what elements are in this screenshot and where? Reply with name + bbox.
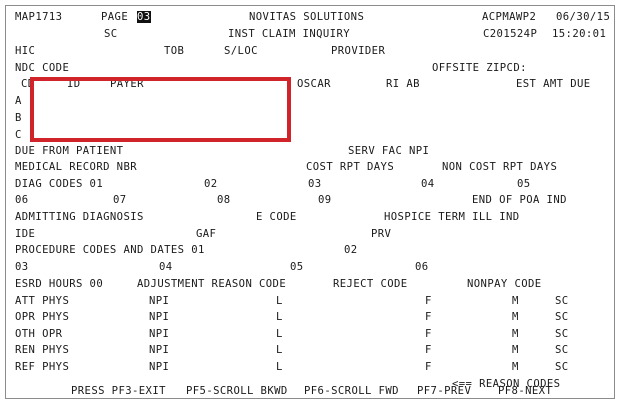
ndc-code-label: NDC CODE (15, 62, 70, 74)
ide-label: IDE (15, 228, 36, 240)
pf8-next-key[interactable]: PF8-NEXT (498, 385, 553, 397)
procedure-codes-label: PROCEDURE CODES AND DATES 01 (15, 244, 205, 256)
last-name-label: L (276, 344, 283, 356)
diag-codes-label: DIAG CODES 01 (15, 178, 104, 190)
session-code: C201524P (483, 28, 538, 40)
hic-label: HIC (15, 45, 36, 57)
diag-07-label: 07 (113, 194, 127, 206)
page-number-field[interactable]: 03 (137, 11, 151, 23)
first-name-label: F (425, 361, 432, 373)
diag-06-label: 06 (15, 194, 29, 206)
sc-label: SC (555, 344, 569, 356)
date: 06/30/15 (556, 11, 611, 23)
screen-code: ACPMAWP2 (482, 11, 537, 23)
diag-04-label: 04 (421, 178, 435, 190)
proc-02-label: 02 (344, 244, 358, 256)
hospice-term-ill-ind-label: HOSPICE TERM ILL IND (384, 211, 520, 223)
sc-label: SC (555, 311, 569, 323)
last-name-label: L (276, 295, 283, 307)
npi-label: NPI (149, 361, 170, 373)
tob-label: TOB (164, 45, 185, 57)
last-name-label: L (276, 311, 283, 323)
pf7-prev-key[interactable]: PF7-PREV (417, 385, 472, 397)
time: 15:20:01 (552, 28, 607, 40)
middle-initial-label: M (512, 311, 519, 323)
id-header: ID (67, 78, 81, 90)
esrd-hours-label: ESRD HOURS 00 (15, 278, 104, 290)
gaf-label: GAF (196, 228, 217, 240)
nonpay-code-label: NONPAY CODE (467, 278, 542, 290)
last-name-label: L (276, 361, 283, 373)
payer-header: PAYER (110, 78, 144, 90)
proc-03-label: 03 (15, 261, 29, 273)
sc-label: SC (555, 361, 569, 373)
ri-ab-header: RI AB (386, 78, 420, 90)
adjustment-reason-code-label: ADJUSTMENT REASON CODE (137, 278, 287, 290)
physician-label: REN PHYS (15, 344, 70, 356)
diag-08-label: 08 (217, 194, 231, 206)
first-name-label: F (425, 295, 432, 307)
sc-label: SC (555, 328, 569, 340)
payer-row-b: B (15, 112, 22, 124)
payer-highlight-box (30, 77, 291, 142)
pf3-exit-key[interactable]: PRESS PF3-EXIT (71, 385, 166, 397)
e-code-label: E CODE (256, 211, 297, 223)
sc-label: SC (555, 295, 569, 307)
pf6-scroll-fwd-key[interactable]: PF6-SCROLL FWD (304, 385, 399, 397)
payer-row-c: C (15, 129, 22, 141)
provider-label: PROVIDER (331, 45, 386, 57)
terminal-screen: MAP1713 PAGE 03 NOVITAS SOLUTIONS ACPMAW… (5, 5, 615, 399)
npi-label: NPI (149, 328, 170, 340)
end-of-poa-ind-label: END OF POA IND (472, 194, 567, 206)
middle-initial-label: M (512, 344, 519, 356)
non-cost-rpt-days-label: NON COST RPT DAYS (442, 161, 558, 173)
last-name-label: L (276, 328, 283, 340)
serv-fac-npi-label: SERV FAC NPI (348, 145, 430, 157)
medical-record-nbr-label: MEDICAL RECORD NBR (15, 161, 138, 173)
physician-label: OTH OPR (15, 328, 63, 340)
npi-label: NPI (149, 311, 170, 323)
oscar-header: OSCAR (297, 78, 331, 90)
company-name: NOVITAS SOLUTIONS (249, 11, 365, 23)
npi-label: NPI (149, 295, 170, 307)
payer-row-a: A (15, 95, 22, 107)
diag-05-label: 05 (517, 178, 531, 190)
sc-label: SC (104, 28, 118, 40)
middle-initial-label: M (512, 328, 519, 340)
middle-initial-label: M (512, 295, 519, 307)
cost-rpt-days-label: COST RPT DAYS (306, 161, 395, 173)
est-amt-due-header: EST AMT DUE (516, 78, 591, 90)
screen-title: INST CLAIM INQUIRY (228, 28, 351, 40)
physician-label: ATT PHYS (15, 295, 70, 307)
pf5-scroll-bkwd-key[interactable]: PF5-SCROLL BKWD (186, 385, 288, 397)
proc-05-label: 05 (290, 261, 304, 273)
proc-06-label: 06 (415, 261, 429, 273)
diag-03-label: 03 (308, 178, 322, 190)
offsite-zipcd-label: OFFSITE ZIPCD: (432, 62, 527, 74)
proc-04-label: 04 (159, 261, 173, 273)
prv-label: PRV (371, 228, 392, 240)
first-name-label: F (425, 328, 432, 340)
first-name-label: F (425, 344, 432, 356)
physician-label: OPR PHYS (15, 311, 70, 323)
reason-codes-link[interactable]: <== REASON CODES (452, 378, 561, 390)
cursor: 03 (137, 11, 151, 23)
physician-label: REF PHYS (15, 361, 70, 373)
middle-initial-label: M (512, 361, 519, 373)
reject-code-label: REJECT CODE (333, 278, 408, 290)
admitting-diagnosis-label: ADMITTING DIAGNOSIS (15, 211, 144, 223)
npi-label: NPI (149, 344, 170, 356)
sloc-label: S/LOC (224, 45, 258, 57)
due-from-patient-label: DUE FROM PATIENT (15, 145, 124, 157)
diag-02-label: 02 (204, 178, 218, 190)
map-id: MAP1713 (15, 11, 63, 23)
page-label: PAGE (101, 11, 129, 23)
diag-09-label: 09 (318, 194, 332, 206)
first-name-label: F (425, 311, 432, 323)
